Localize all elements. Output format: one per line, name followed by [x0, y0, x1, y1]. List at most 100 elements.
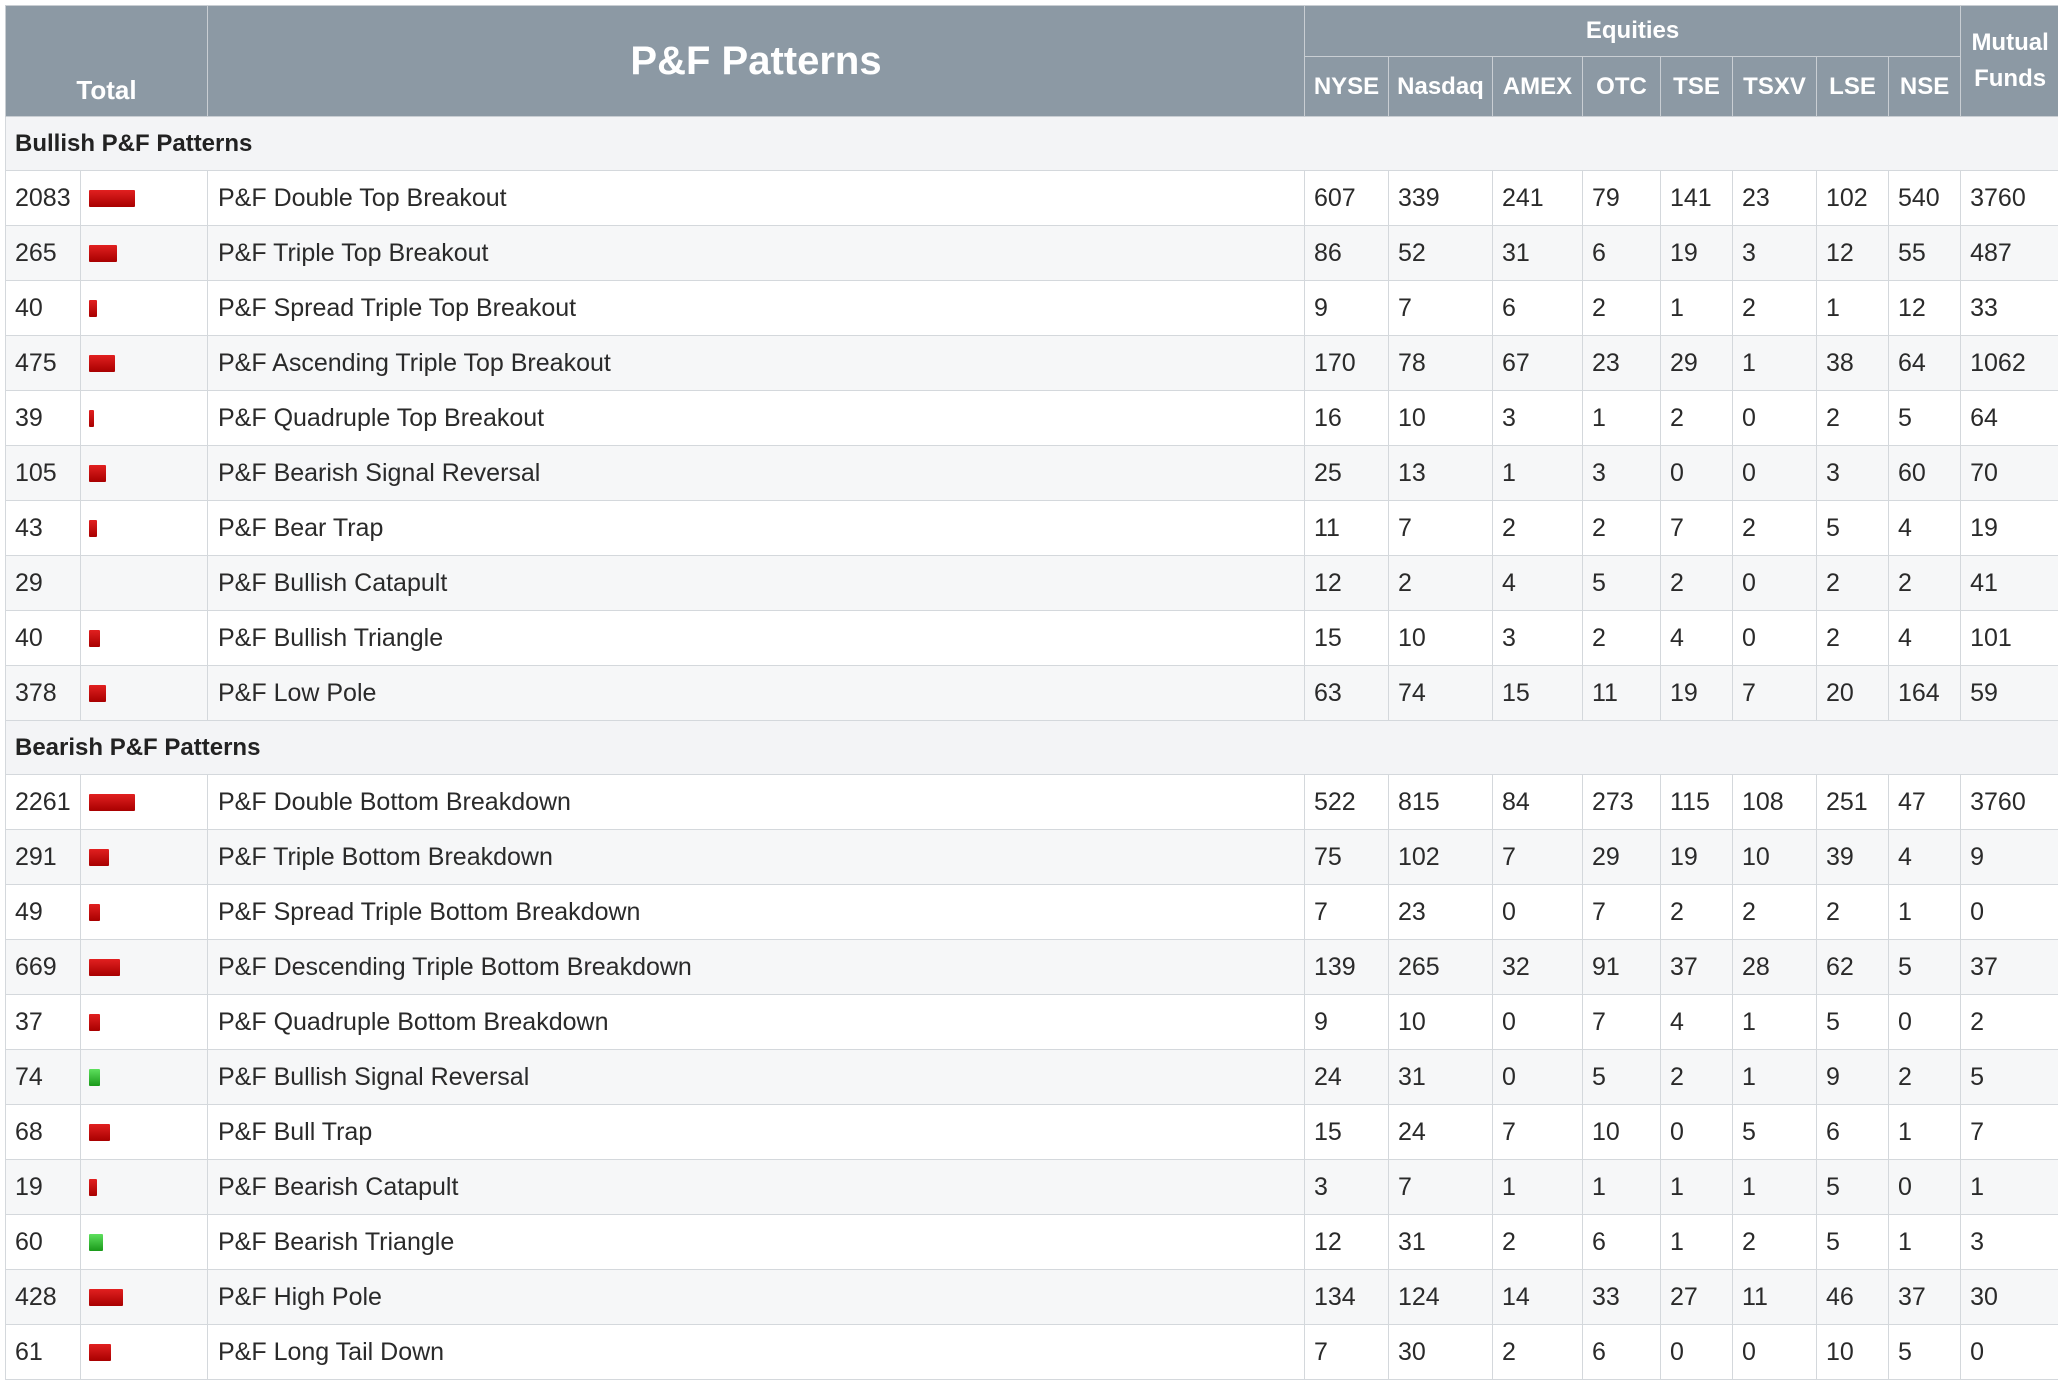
count-link-lse[interactable]: 39 — [1816, 829, 1889, 885]
count-link-mutual-funds[interactable]: 1062 — [1960, 335, 2058, 391]
count-link-amex[interactable]: 32 — [1492, 939, 1583, 995]
count-link-nasdaq[interactable]: 24 — [1388, 1104, 1493, 1160]
count-link-mutual-funds[interactable]: 3 — [1960, 1214, 2058, 1270]
total-count-link[interactable]: 60 — [5, 1214, 81, 1270]
count-link-tsxv[interactable]: 10 — [1732, 829, 1817, 885]
count-link-nse[interactable]: 55 — [1887, 225, 1962, 281]
count-link-amex[interactable]: 4 — [1492, 555, 1583, 611]
count-link-nse[interactable]: 164 — [1887, 665, 1962, 721]
count-link-nasdaq[interactable]: 10 — [1388, 994, 1493, 1050]
count-link-nse[interactable]: 4 — [1887, 500, 1962, 556]
count-link-mutual-funds[interactable]: 3760 — [1960, 774, 2058, 830]
count-link-nyse[interactable]: 24 — [1304, 1049, 1389, 1105]
count-link-tsxv[interactable]: 2 — [1732, 280, 1817, 336]
count-link-nse[interactable]: 1 — [1887, 1214, 1962, 1270]
count-link-nyse[interactable]: 7 — [1304, 1324, 1389, 1380]
count-link-nyse[interactable]: 3 — [1304, 1159, 1389, 1215]
total-count-link[interactable]: 40 — [5, 610, 81, 666]
count-link-otc[interactable]: 7 — [1582, 884, 1661, 940]
count-link-nasdaq[interactable]: 74 — [1388, 665, 1493, 721]
count-link-tse[interactable]: 1 — [1660, 1214, 1733, 1270]
count-link-otc[interactable]: 2 — [1582, 500, 1661, 556]
count-link-mutual-funds[interactable]: 9 — [1960, 829, 2058, 885]
count-link-lse[interactable]: 2 — [1816, 884, 1889, 940]
count-link-tsxv[interactable]: 1 — [1732, 335, 1817, 391]
count-link-lse[interactable]: 5 — [1816, 500, 1889, 556]
count-link-nse[interactable]: 47 — [1887, 774, 1962, 830]
count-link-mutual-funds[interactable]: 33 — [1960, 280, 2058, 336]
count-link-tse[interactable]: 2 — [1660, 1049, 1733, 1105]
count-link-tsxv[interactable]: 108 — [1732, 774, 1817, 830]
count-link-tse[interactable]: 0 — [1660, 1324, 1733, 1380]
count-link-nyse[interactable]: 170 — [1304, 335, 1389, 391]
count-link-nse[interactable]: 5 — [1887, 1324, 1962, 1380]
count-link-mutual-funds[interactable]: 70 — [1960, 445, 2058, 501]
count-link-otc[interactable]: 33 — [1582, 1269, 1661, 1325]
count-link-lse[interactable]: 46 — [1816, 1269, 1889, 1325]
count-link-nasdaq[interactable]: 265 — [1388, 939, 1493, 995]
count-link-nasdaq[interactable]: 7 — [1388, 500, 1493, 556]
count-link-mutual-funds[interactable]: 37 — [1960, 939, 2058, 995]
count-link-nasdaq[interactable]: 7 — [1388, 1159, 1493, 1215]
count-link-tse[interactable]: 19 — [1660, 665, 1733, 721]
count-link-amex[interactable]: 2 — [1492, 500, 1583, 556]
count-link-otc[interactable]: 6 — [1582, 1214, 1661, 1270]
count-link-nyse[interactable]: 607 — [1304, 170, 1389, 226]
count-link-mutual-funds[interactable]: 3760 — [1960, 170, 2058, 226]
total-header[interactable]: Total — [5, 5, 208, 117]
count-link-amex[interactable]: 241 — [1492, 170, 1583, 226]
total-count-link[interactable]: 40 — [5, 280, 81, 336]
count-link-otc[interactable]: 29 — [1582, 829, 1661, 885]
count-link-amex[interactable]: 6 — [1492, 280, 1583, 336]
count-link-nyse[interactable]: 63 — [1304, 665, 1389, 721]
count-link-nyse[interactable]: 15 — [1304, 610, 1389, 666]
count-link-nyse[interactable]: 11 — [1304, 500, 1389, 556]
count-link-tsxv[interactable]: 0 — [1732, 610, 1817, 666]
count-link-otc[interactable]: 1 — [1582, 1159, 1661, 1215]
count-link-tse[interactable]: 4 — [1660, 994, 1733, 1050]
count-link-nyse[interactable]: 25 — [1304, 445, 1389, 501]
count-link-otc[interactable]: 23 — [1582, 335, 1661, 391]
count-link-lse[interactable]: 2 — [1816, 390, 1889, 446]
count-link-nse[interactable]: 4 — [1887, 829, 1962, 885]
mutual-funds-header[interactable]: Mutual Funds — [1960, 5, 2058, 117]
count-link-nyse[interactable]: 12 — [1304, 1214, 1389, 1270]
count-link-mutual-funds[interactable]: 19 — [1960, 500, 2058, 556]
count-link-nyse[interactable]: 12 — [1304, 555, 1389, 611]
count-link-nyse[interactable]: 16 — [1304, 390, 1389, 446]
count-link-tse[interactable]: 19 — [1660, 829, 1733, 885]
count-link-amex[interactable]: 7 — [1492, 829, 1583, 885]
count-link-nse[interactable]: 2 — [1887, 1049, 1962, 1105]
count-link-tse[interactable]: 4 — [1660, 610, 1733, 666]
count-link-amex[interactable]: 1 — [1492, 445, 1583, 501]
total-count-link[interactable]: 68 — [5, 1104, 81, 1160]
count-link-amex[interactable]: 0 — [1492, 994, 1583, 1050]
total-count-link[interactable]: 265 — [5, 225, 81, 281]
count-link-lse[interactable]: 5 — [1816, 1214, 1889, 1270]
count-link-mutual-funds[interactable]: 0 — [1960, 884, 2058, 940]
count-link-lse[interactable]: 102 — [1816, 170, 1889, 226]
count-link-lse[interactable]: 5 — [1816, 1159, 1889, 1215]
exchange-header-lse[interactable]: LSE — [1816, 56, 1889, 117]
count-link-nasdaq[interactable]: 2 — [1388, 555, 1493, 611]
count-link-nasdaq[interactable]: 30 — [1388, 1324, 1493, 1380]
count-link-otc[interactable]: 1 — [1582, 390, 1661, 446]
count-link-otc[interactable]: 3 — [1582, 445, 1661, 501]
total-count-link[interactable]: 105 — [5, 445, 81, 501]
count-link-mutual-funds[interactable]: 101 — [1960, 610, 2058, 666]
total-count-link[interactable]: 37 — [5, 994, 81, 1050]
exchange-header-amex[interactable]: AMEX — [1492, 56, 1583, 117]
count-link-nse[interactable]: 37 — [1887, 1269, 1962, 1325]
count-link-amex[interactable]: 3 — [1492, 610, 1583, 666]
count-link-otc[interactable]: 11 — [1582, 665, 1661, 721]
count-link-otc[interactable]: 6 — [1582, 1324, 1661, 1380]
total-count-link[interactable]: 29 — [5, 555, 81, 611]
count-link-nasdaq[interactable]: 10 — [1388, 610, 1493, 666]
total-count-link[interactable]: 74 — [5, 1049, 81, 1105]
count-link-tsxv[interactable]: 0 — [1732, 390, 1817, 446]
count-link-nasdaq[interactable]: 31 — [1388, 1214, 1493, 1270]
count-link-mutual-funds[interactable]: 0 — [1960, 1324, 2058, 1380]
count-link-lse[interactable]: 20 — [1816, 665, 1889, 721]
count-link-otc[interactable]: 5 — [1582, 555, 1661, 611]
count-link-amex[interactable]: 3 — [1492, 390, 1583, 446]
